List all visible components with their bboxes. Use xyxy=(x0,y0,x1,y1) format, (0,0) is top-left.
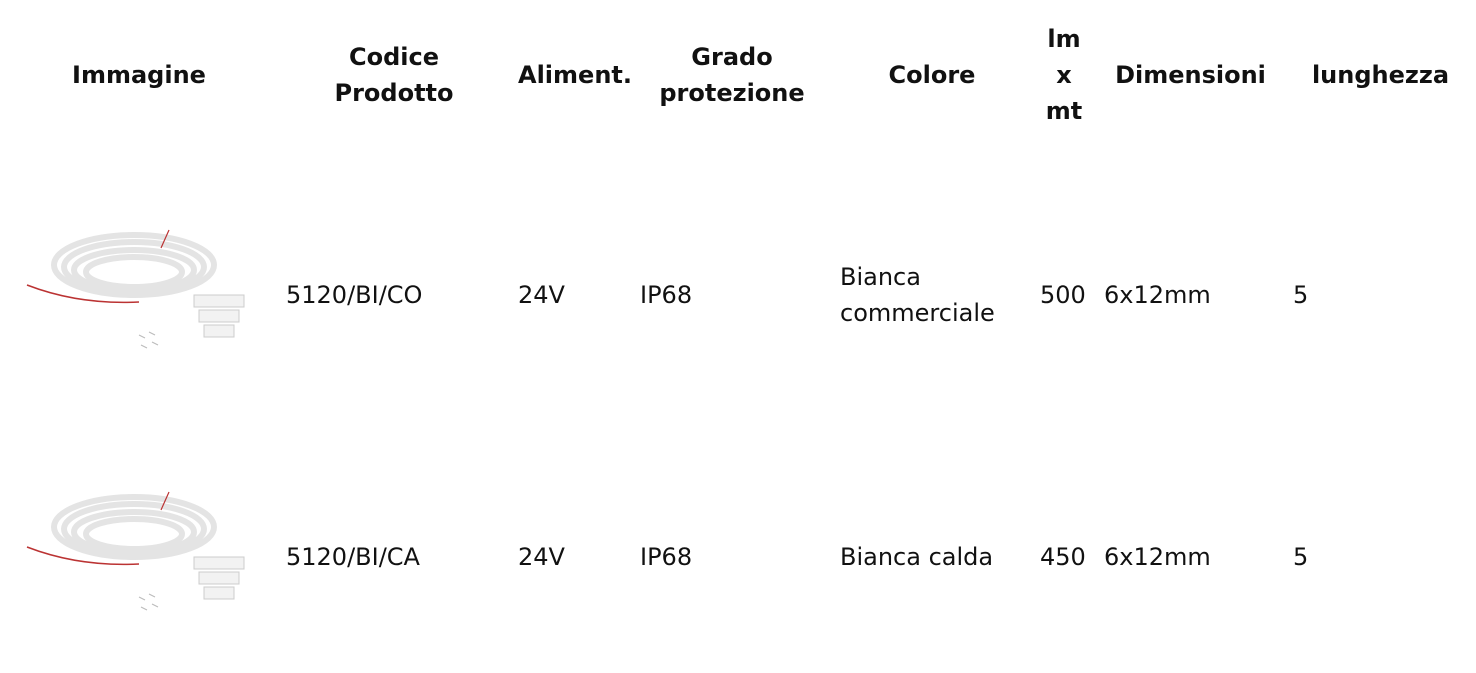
cell: 24V xyxy=(518,281,565,309)
cell: 5 xyxy=(1293,542,1309,571)
cell: 500 xyxy=(1040,281,1086,309)
cell: Bianca calda xyxy=(840,542,994,571)
header-cell: Grado protezione xyxy=(659,43,805,107)
cell: Bianca commerciale xyxy=(840,263,995,327)
image-cell xyxy=(0,440,278,673)
cell: 5120/BI/CO xyxy=(286,281,423,309)
header-cell: lm x mt xyxy=(1045,25,1083,125)
cell: 450 xyxy=(1040,542,1086,571)
row: 5120/BI/CA 24V IP68 Bianca calda 450 6x1… xyxy=(0,440,1476,673)
header-cell: Dimensioni xyxy=(1115,61,1266,89)
header-cell: Colore xyxy=(888,61,976,89)
cell: IP68 xyxy=(640,281,693,309)
image-cell xyxy=(0,150,278,440)
row: 5120/BI/CO 24V IP68 Bianca commerciale 5… xyxy=(0,150,1476,440)
product-image xyxy=(26,491,245,610)
header-cell: lunghezza xyxy=(1311,61,1450,89)
cell: 5 xyxy=(1293,281,1309,309)
product-image xyxy=(26,229,245,349)
header-cell: Aliment. xyxy=(518,61,632,89)
cell: 5120/BI/CA xyxy=(286,542,420,571)
cell: 24V xyxy=(518,542,565,571)
header-cell: Immagine xyxy=(72,61,206,89)
cell: IP68 xyxy=(640,542,693,571)
header-row: Immagine Codice Prodotto Aliment. Grado … xyxy=(0,0,1476,150)
cell: 6x12mm xyxy=(1104,281,1211,309)
header-cell: Codice Prodotto xyxy=(334,43,454,107)
cell: 6x12mm xyxy=(1104,542,1211,571)
